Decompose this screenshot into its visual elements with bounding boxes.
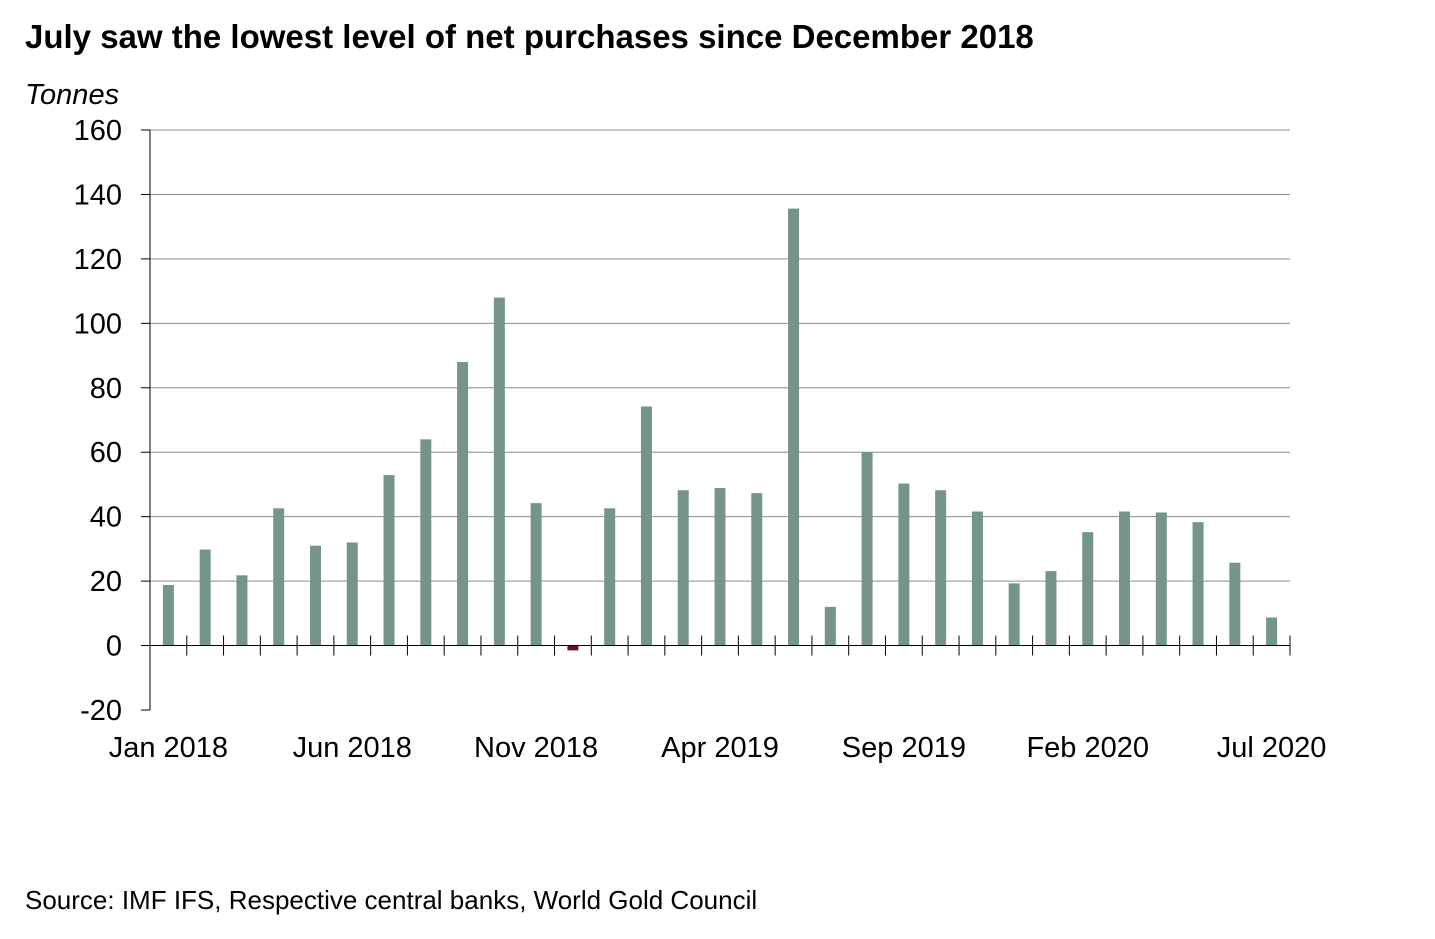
chart-title: July saw the lowest level of net purchas… [25, 18, 1034, 55]
y-tick-label: -20 [80, 695, 122, 727]
x-tick-label: Apr 2019 [661, 732, 779, 764]
bar-oct-2018 [493, 297, 505, 646]
bar-aug-2019 [861, 452, 873, 646]
bar-may-2020 [1192, 522, 1204, 646]
bar-jan-2019 [604, 508, 616, 646]
x-tick-label: Jul 2020 [1217, 732, 1327, 764]
y-tick-label: 0 [106, 631, 122, 663]
y-tick-label: 80 [90, 373, 122, 405]
x-tick-label: Sep 2019 [842, 732, 966, 764]
bar-mar-2018 [236, 575, 248, 646]
bar-jul-2020 [1266, 617, 1278, 646]
y-tick-label: 100 [74, 308, 122, 340]
bar-feb-2019 [640, 406, 652, 646]
bar-jan-2018 [162, 584, 174, 646]
bar-apr-2018 [273, 508, 285, 646]
source-note: Source: IMF IFS, Respective central bank… [25, 885, 758, 915]
bars [162, 208, 1278, 651]
x-tick-label: Feb 2020 [1026, 732, 1149, 764]
bar-apr-2019 [714, 487, 726, 646]
y-tick-label: 140 [74, 179, 122, 211]
axis-labels: 160 140 120 100 80 60 40 20 0 -20 Jan 2018 Jun 2018… [25, 79, 1326, 764]
y-tick-label: 120 [74, 244, 122, 276]
bar-oct-2019 [935, 490, 947, 646]
bar-apr-2020 [1155, 512, 1167, 646]
x-tick-label: Jun 2018 [293, 732, 412, 764]
bar-dec-2018 [567, 645, 579, 651]
y-tick-label: 60 [90, 437, 122, 469]
bar-feb-2018 [199, 549, 211, 646]
y-tick-label: 20 [90, 566, 122, 598]
bar-mar-2020 [1119, 511, 1131, 646]
bar-mar-2019 [677, 490, 689, 646]
x-tick-label: Nov 2018 [474, 732, 598, 764]
bar-nov-2019 [971, 511, 983, 646]
bar-may-2019 [751, 493, 763, 646]
bar-aug-2018 [420, 439, 432, 646]
bar-jun-2019 [788, 208, 800, 646]
y-tick-label: 160 [74, 115, 122, 147]
y-tick-label: 40 [90, 502, 122, 534]
bar-jul-2018 [383, 475, 395, 646]
gridlines [150, 129, 1290, 582]
bar-sep-2019 [898, 483, 910, 646]
bar-may-2018 [309, 545, 321, 646]
x-tick-label: Jan 2018 [109, 732, 228, 764]
bar-sep-2018 [457, 362, 469, 646]
bar-jul-2019 [824, 606, 836, 646]
bar-nov-2018 [530, 503, 542, 646]
bar-jun-2018 [346, 542, 358, 646]
bar-dec-2019 [1008, 583, 1020, 646]
bar-chart: 160 140 120 100 80 60 40 20 0 -20 Jan 2018 Jun 2018… [25, 79, 1326, 764]
axes [141, 129, 1291, 711]
y-axis-unit-label: Tonnes [25, 79, 119, 111]
bar-jun-2020 [1229, 562, 1241, 646]
bar-feb-2020 [1082, 532, 1094, 646]
bar-jan-2020 [1045, 571, 1057, 646]
